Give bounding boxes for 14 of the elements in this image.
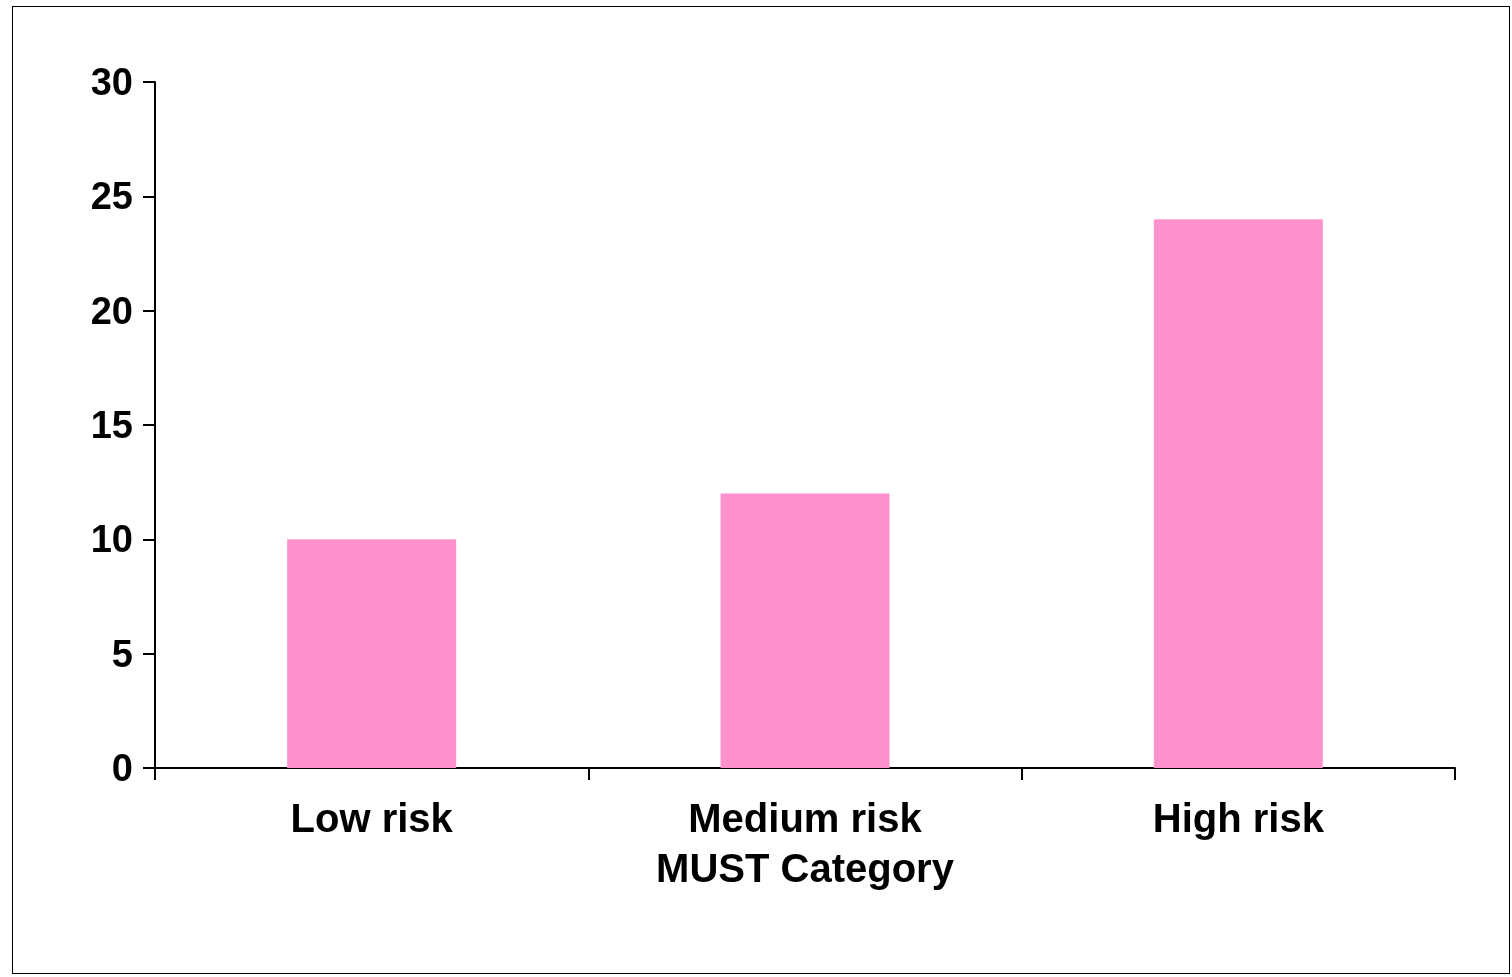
bar [1153, 219, 1323, 768]
y-tick-label: 15 [90, 404, 133, 446]
y-tick-label: 25 [90, 175, 133, 218]
bar [720, 493, 890, 768]
y-tick-label: 30 [90, 61, 133, 103]
bar [287, 539, 457, 768]
y-tick-label: 0 [111, 747, 133, 789]
x-tick-label: Low risk [290, 796, 454, 840]
x-tick-label: Medium risk [688, 796, 923, 840]
x-axis-title: MUST Category [656, 846, 955, 890]
x-tick-label: High risk [1152, 796, 1325, 840]
y-tick-label: 10 [90, 518, 133, 561]
y-tick-label: 5 [111, 632, 133, 675]
y-tick-label: 20 [90, 289, 133, 332]
